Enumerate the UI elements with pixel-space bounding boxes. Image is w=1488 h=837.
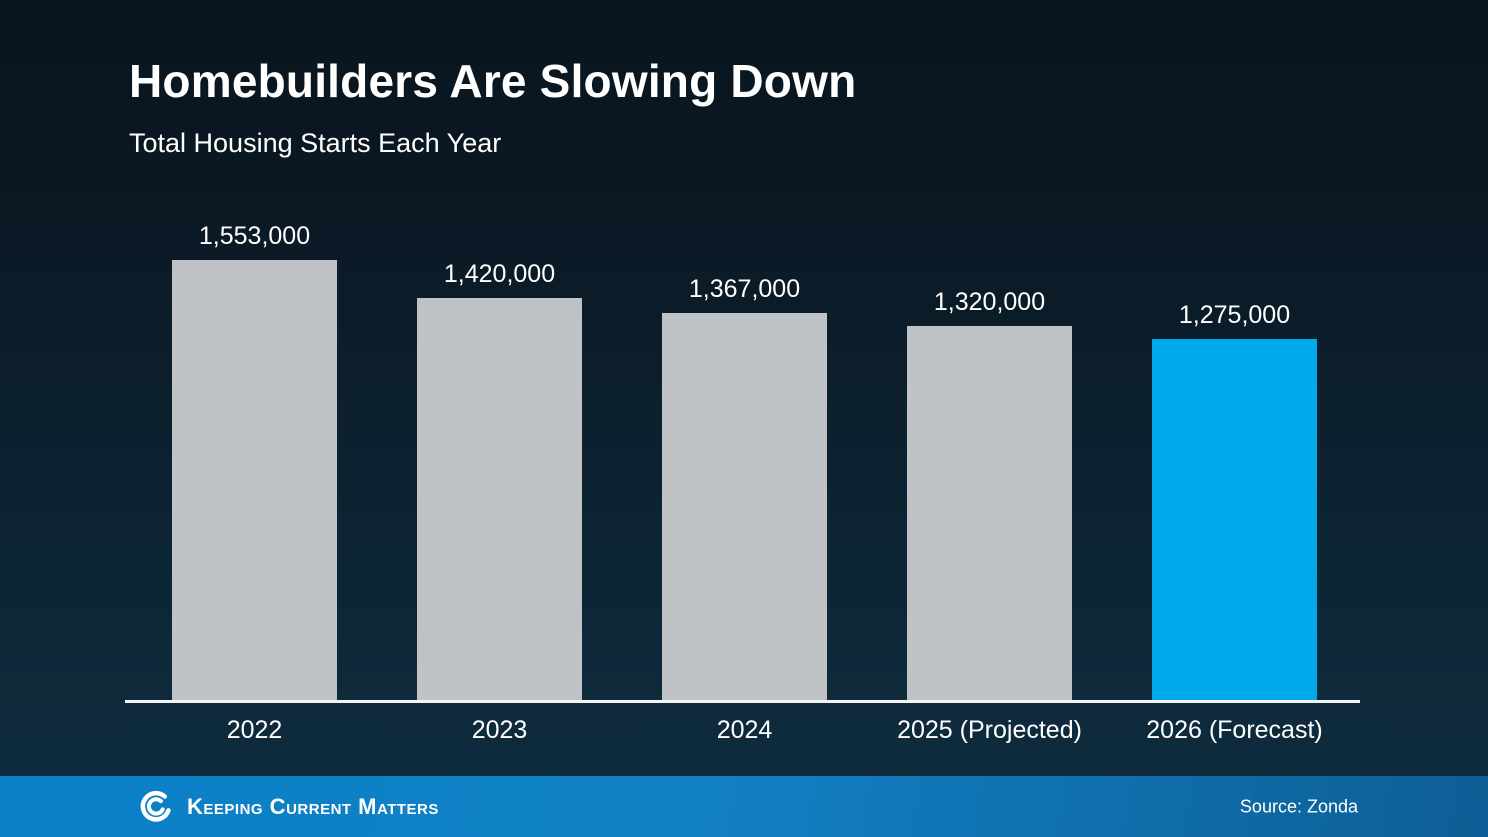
- plot-area: 1,553,000 1,420,000 1,367,000 1,320,000 1,27…: [125, 222, 1360, 703]
- kcm-swirl-logo-icon: [140, 790, 171, 822]
- footer-bar: Keeping Current Matters Source: Zonda: [0, 776, 1488, 837]
- bar-chart: 1,553,000 1,420,000 1,367,000 1,320,000 1,27…: [125, 222, 1360, 745]
- bar-2026-forecast: 1,275,000: [1152, 301, 1317, 700]
- page-subtitle: Total Housing Starts Each Year: [129, 127, 502, 158]
- bar-2025-projected: 1,320,000: [907, 288, 1072, 700]
- source-credit: Source: Zonda: [1239, 796, 1358, 816]
- bar-value-label-2026-forecast: 1,275,000: [1178, 301, 1291, 329]
- x-axis-label-2024: 2024: [716, 716, 773, 744]
- bar-2022: 1,553,000: [172, 222, 337, 700]
- bar-2024: 1,367,000: [662, 275, 827, 700]
- brand-name: Keeping Current Matters: [187, 793, 439, 819]
- brand: Keeping Current Matters: [138, 789, 439, 824]
- bar-value-label-2024: 1,367,000: [688, 275, 801, 303]
- x-axis-label-2025-projected: 2025 (Projected): [897, 716, 1082, 744]
- chart-header: Homebuilders Are Slowing Down Total Hous…: [129, 56, 856, 159]
- x-axis-labels: 2022 2023 2024 2025 (Projected) 2026 (Foreca…: [125, 716, 1360, 745]
- page-title: Homebuilders Are Slowing Down: [129, 55, 857, 107]
- bar-value-label-2025-projected: 1,320,000: [933, 288, 1046, 316]
- bar-2023: 1,420,000: [417, 260, 582, 700]
- x-axis-label-2022: 2022: [226, 716, 283, 744]
- bar-value-label-2023: 1,420,000: [443, 260, 556, 288]
- x-axis-label-2026-forecast: 2026 (Forecast): [1146, 716, 1323, 744]
- x-axis-label-2023: 2023: [471, 716, 528, 744]
- bar-value-label-2022: 1,553,000: [198, 222, 311, 250]
